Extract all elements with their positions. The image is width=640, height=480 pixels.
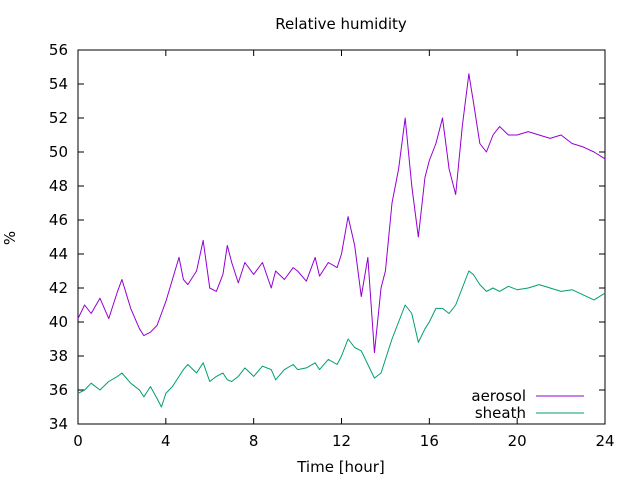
series-line-aerosol — [77, 73, 606, 354]
legend-label-sheath: sheath — [475, 404, 526, 422]
series-layer — [77, 73, 606, 408]
y-tick-label: 38 — [49, 347, 68, 365]
series-line-sheath — [77, 270, 606, 408]
x-axis-label: Time [hour] — [296, 458, 385, 476]
y-tick-label: 48 — [49, 177, 68, 195]
x-axis: 0 4 8 12 16 20 24 — [73, 50, 615, 450]
x-tick-label: 24 — [595, 432, 614, 450]
x-tick-label: 0 — [73, 432, 83, 450]
plot-frame — [77, 49, 606, 425]
y-tick-label: 54 — [49, 75, 68, 93]
x-tick-label: 16 — [420, 432, 439, 450]
y-tick-label: 50 — [49, 143, 68, 161]
y-axis-label: % — [1, 231, 19, 245]
legend: aerosol sheath — [471, 387, 584, 422]
y-tick-label: 56 — [49, 41, 68, 59]
y-tick-label: 44 — [49, 245, 68, 263]
x-tick-label: 4 — [161, 432, 171, 450]
y-tick-label: 46 — [49, 211, 68, 229]
legend-label-aerosol: aerosol — [471, 387, 526, 405]
chart-title: Relative humidity — [275, 15, 407, 33]
y-tick-label: 40 — [49, 313, 68, 331]
x-tick-label: 20 — [508, 432, 527, 450]
y-tick-label: 34 — [49, 415, 68, 433]
y-tick-label: 42 — [49, 279, 68, 297]
x-tick-label: 8 — [249, 432, 259, 450]
y-tick-label: 36 — [49, 381, 68, 399]
x-tick-label: 12 — [332, 432, 351, 450]
y-tick-label: 52 — [49, 109, 68, 127]
y-axis: 34 36 38 40 42 44 46 48 50 52 54 56 — [49, 41, 605, 433]
